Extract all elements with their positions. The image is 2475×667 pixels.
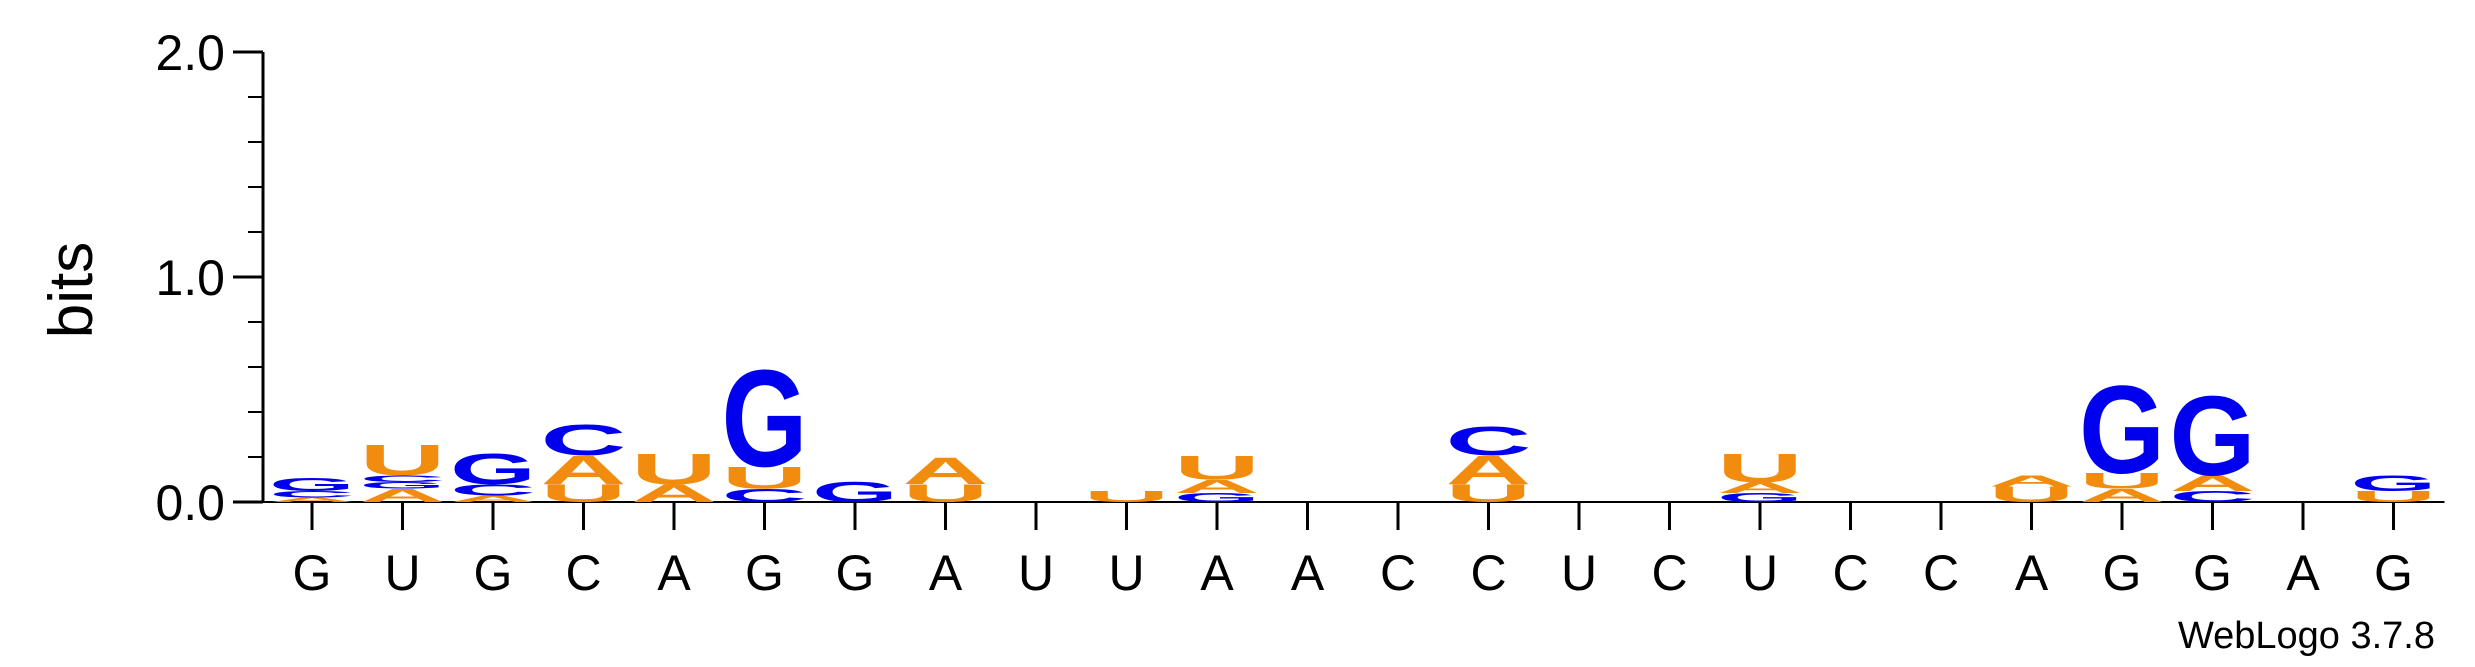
- glyph-A: A: [360, 485, 446, 506]
- x-tick-label: U: [1561, 545, 1597, 601]
- glyph-U: U: [631, 445, 717, 494]
- x-tick-label: C: [1651, 545, 1687, 601]
- glyph-A: A: [2170, 471, 2256, 496]
- x-tick-label: G: [2103, 545, 2142, 601]
- glyph-U: U: [1174, 448, 1260, 487]
- glyph-C: C: [450, 481, 536, 499]
- glyph-G: G: [2079, 360, 2165, 500]
- glyph-G: G: [1174, 491, 1260, 505]
- y-tick-label: 1.0: [155, 250, 225, 306]
- glyph-A: A: [269, 496, 355, 503]
- glyph-C: C: [541, 416, 627, 465]
- glyph-U: U: [1084, 488, 1170, 506]
- x-tick-label: U: [1108, 545, 1144, 601]
- x-tick-label: U: [1018, 545, 1054, 601]
- glyph-A: A: [1989, 472, 2075, 490]
- y-tick-label: 2.0: [155, 25, 225, 81]
- y-axis-label: bits: [37, 242, 106, 338]
- x-tick-label: C: [1832, 545, 1868, 601]
- x-tick-label: A: [1200, 545, 1234, 601]
- glyph-U: U: [1717, 445, 1803, 491]
- y-tick-label: 0.0: [155, 475, 225, 531]
- glyph-A: A: [2079, 485, 2165, 506]
- glyph-G: G: [722, 341, 808, 496]
- x-tick-label: A: [2286, 545, 2320, 601]
- glyph-U: U: [2079, 469, 2165, 494]
- glyph-U: U: [2351, 488, 2437, 506]
- x-tick-label: U: [384, 545, 420, 601]
- glyph-A: A: [903, 450, 989, 492]
- x-tick-label: C: [1470, 545, 1506, 601]
- glyph-C: C: [360, 473, 446, 483]
- x-tick-label: C: [1923, 545, 1959, 601]
- glyph-C: C: [2170, 488, 2256, 506]
- x-tick-label: A: [929, 545, 963, 601]
- x-tick-label: G: [474, 545, 513, 601]
- glyph-G: G: [360, 480, 446, 491]
- glyph-G: G: [269, 474, 355, 495]
- glyph-A: A: [450, 494, 536, 504]
- glyph-A: A: [1174, 476, 1260, 497]
- glyph-U: U: [360, 436, 446, 485]
- y-axis: 0.0 1.0 2.0: [155, 25, 2445, 531]
- glyph-C: C: [1446, 418, 1532, 464]
- x-tick-label: A: [2015, 545, 2049, 601]
- weblogo-credit: WebLogo 3.7.8: [2178, 615, 2435, 657]
- glyph-C: C: [722, 485, 808, 506]
- x-tick-label: A: [657, 545, 691, 601]
- x-tick-label: G: [2193, 545, 2232, 601]
- x-tick-label: A: [1291, 545, 1325, 601]
- x-tick-label: G: [836, 545, 875, 601]
- x-tick-label: C: [1380, 545, 1416, 601]
- glyph-C: C: [269, 489, 355, 499]
- glyph-A: A: [1717, 479, 1803, 497]
- glyph-U: U: [722, 460, 808, 495]
- x-tick-label: G: [2374, 545, 2413, 601]
- x-tick-label: G: [745, 545, 784, 601]
- glyph-G: G: [2170, 373, 2256, 499]
- x-tick-label: G: [293, 545, 332, 601]
- glyph-A: A: [541, 447, 627, 493]
- glyph-A: A: [1446, 447, 1532, 493]
- glyph-G: G: [2351, 471, 2437, 496]
- glyph-G: G: [1717, 491, 1803, 505]
- glyph-G: G: [450, 444, 536, 493]
- x-tick-label: C: [565, 545, 601, 601]
- x-tick-label: U: [1742, 545, 1778, 601]
